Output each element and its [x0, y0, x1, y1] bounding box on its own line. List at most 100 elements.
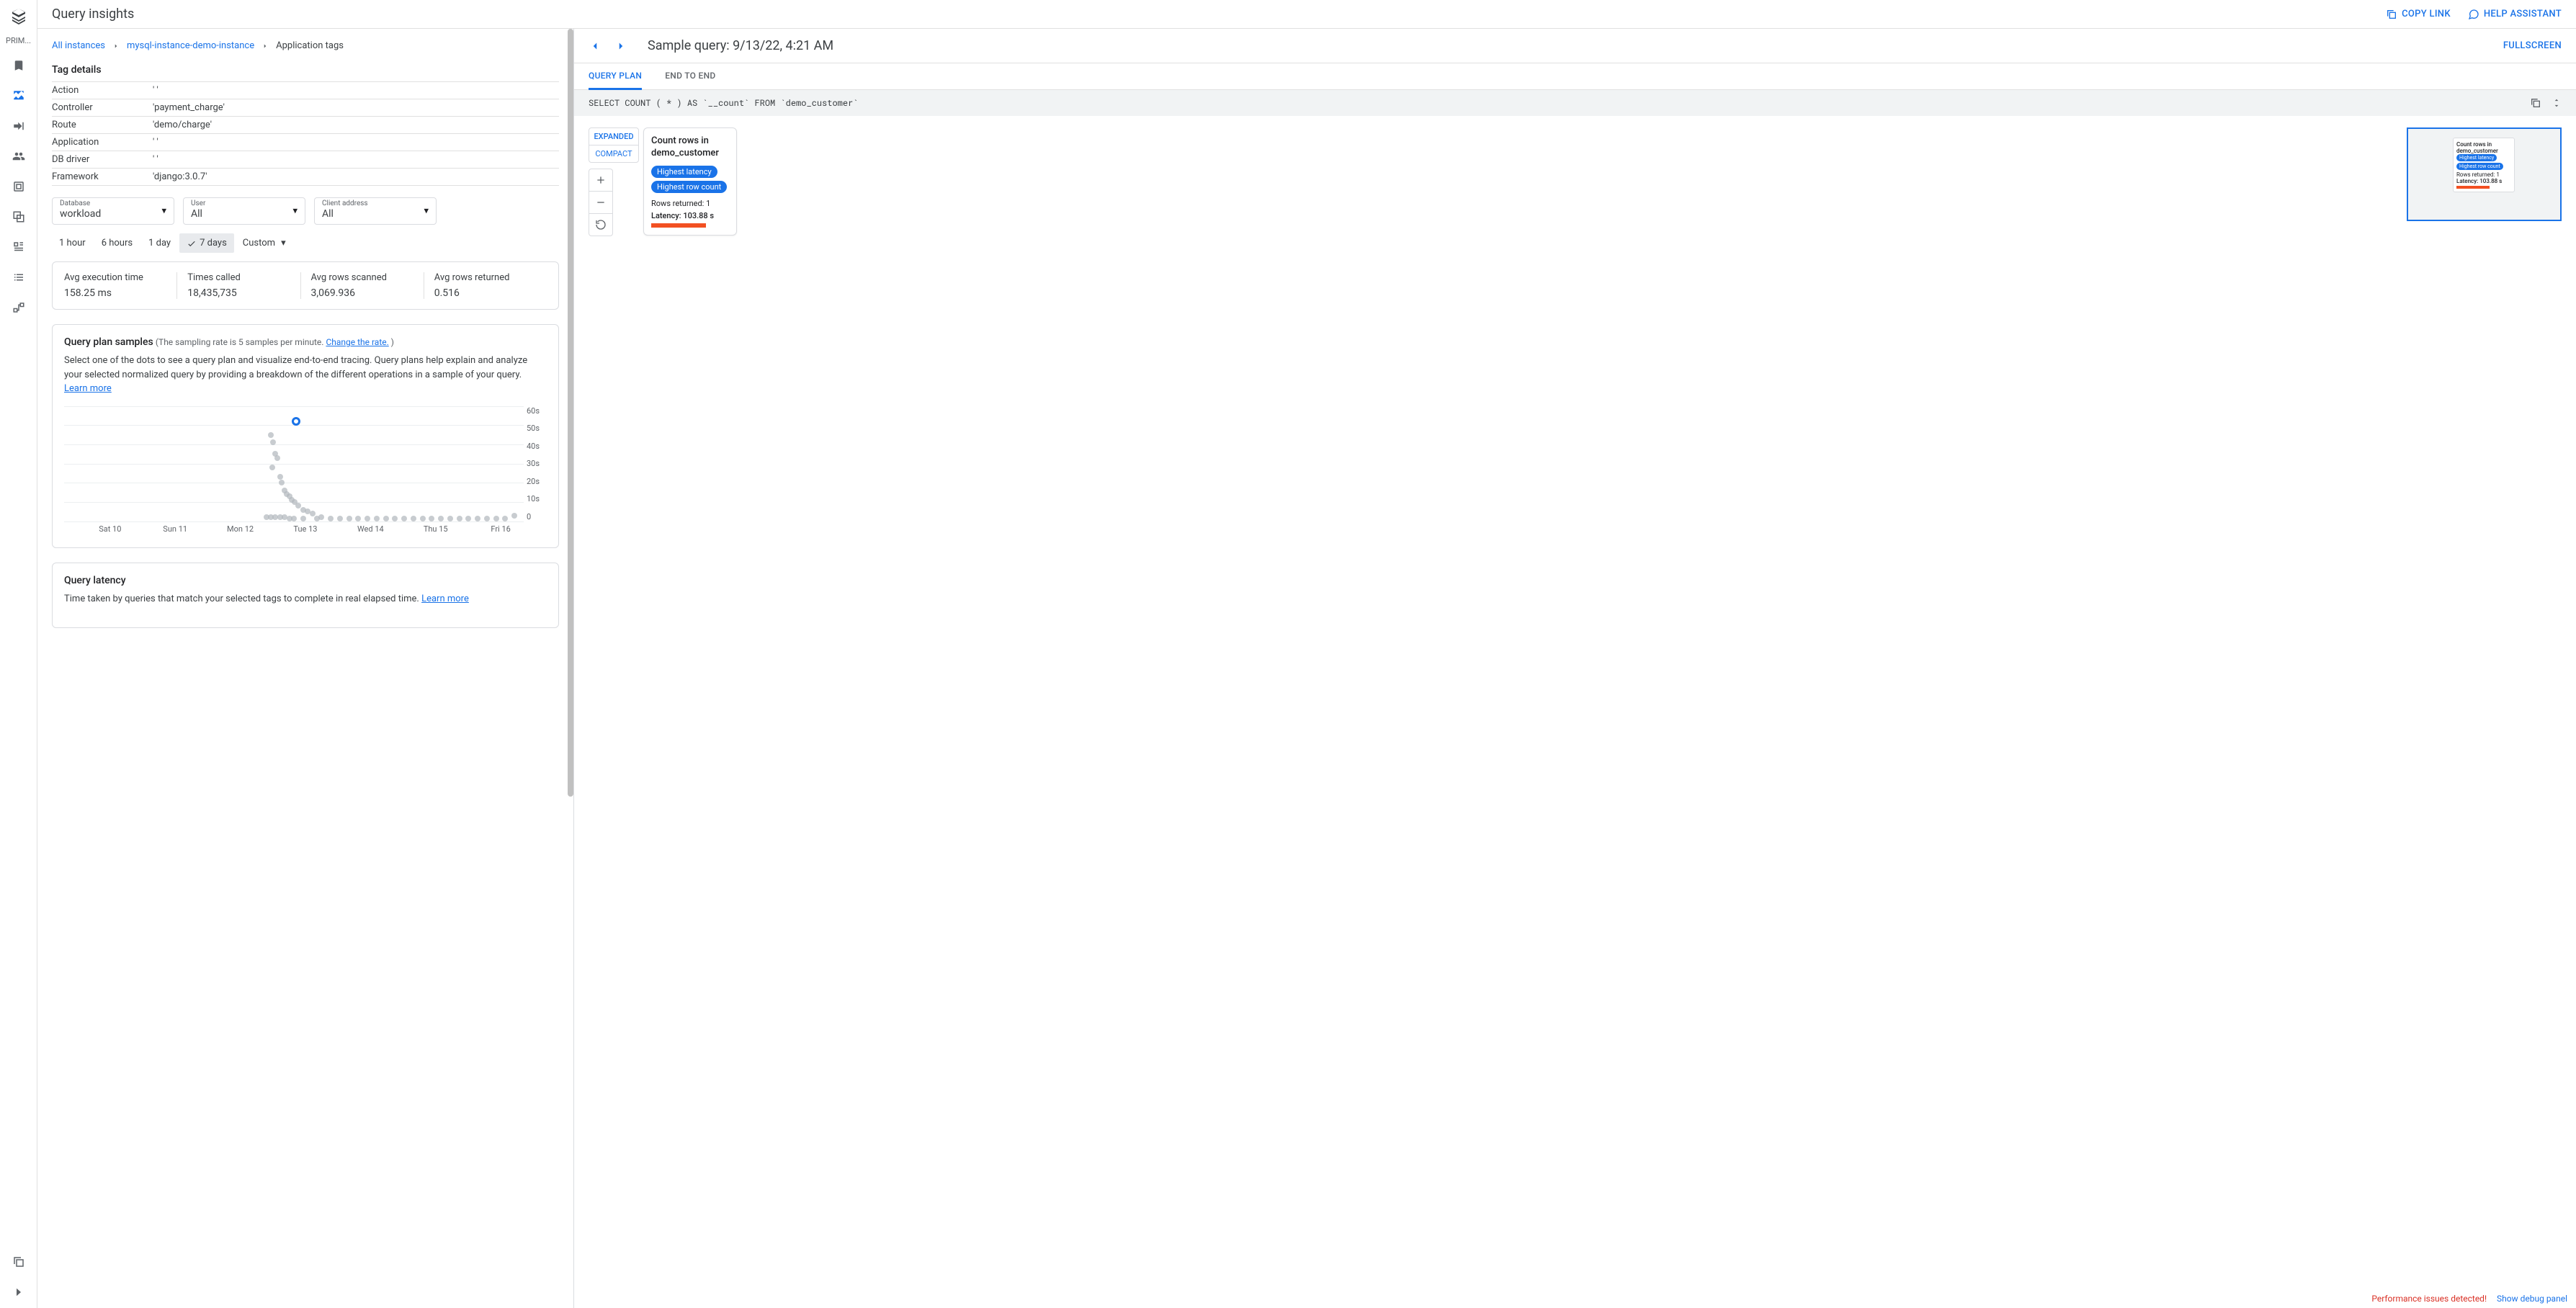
samples-scatter-chart[interactable]: 60s50s40s30s20s10s0 Sat 10Sun 11Mon 12Tu… [64, 406, 547, 536]
compact-mode-button[interactable]: COMPACT [589, 145, 638, 162]
scatter-point[interactable] [465, 516, 471, 521]
nav-copy-icon[interactable] [4, 1247, 33, 1276]
tab-query-plan[interactable]: QUERY PLAN [589, 63, 642, 90]
badge-highest-latency: Highest latency [651, 166, 717, 178]
scatter-point[interactable] [457, 516, 462, 521]
user-select[interactable]: User All ▾ [183, 197, 305, 225]
x-tick-label: Thu 15 [424, 524, 448, 534]
time-range-row: 1 hour6 hours1 day7 daysCustom▾ [52, 233, 559, 253]
scatter-point[interactable] [438, 516, 444, 521]
scatter-point[interactable] [411, 516, 416, 521]
scatter-point[interactable] [429, 516, 434, 521]
tag-key: Controller [52, 99, 153, 117]
nav-bookmark-icon[interactable] [4, 51, 33, 80]
chevron-right-icon [261, 42, 269, 50]
scatter-point[interactable] [447, 516, 453, 521]
nav-replica-icon[interactable] [4, 202, 33, 231]
plan-node[interactable]: Count rows in demo_customer Highest late… [643, 127, 737, 236]
scatter-point[interactable] [277, 474, 283, 480]
client-select[interactable]: Client address All ▾ [314, 197, 437, 225]
scatter-point[interactable] [383, 516, 389, 521]
tab-end-to-end[interactable]: END TO END [665, 63, 715, 89]
scatter-point[interactable] [365, 516, 370, 521]
scatter-point[interactable] [268, 432, 274, 438]
x-tick-label: Sat 10 [99, 524, 121, 534]
scatter-point[interactable] [401, 516, 407, 521]
scatter-point[interactable] [291, 516, 297, 521]
scatter-point[interactable] [392, 516, 398, 521]
prev-sample-button[interactable] [589, 40, 601, 53]
time-range-button[interactable]: Custom▾ [236, 233, 293, 253]
scatter-point[interactable] [337, 516, 343, 521]
query-latency-panel: Query latency Time taken by queries that… [52, 563, 559, 629]
x-tick-label: Fri 16 [491, 524, 510, 534]
scatter-point[interactable] [374, 516, 380, 521]
scatter-point[interactable] [420, 516, 426, 521]
nav-list-icon[interactable] [4, 263, 33, 292]
y-tick-label: 0 [527, 512, 547, 521]
help-assistant-button[interactable]: HELP ASSISTANT [2468, 9, 2562, 20]
copy-query-icon[interactable] [2530, 97, 2541, 109]
badge-highest-row-count: Highest row count [651, 181, 727, 193]
scrollbar[interactable] [568, 29, 573, 797]
breadcrumb-root[interactable]: All instances [52, 40, 105, 51]
nav-backup-icon[interactable] [4, 172, 33, 201]
nav-operations-icon[interactable] [4, 233, 33, 261]
scatter-point[interactable] [355, 516, 361, 521]
learn-more-link[interactable]: Learn more [64, 383, 112, 394]
time-range-button[interactable]: 1 day [141, 233, 178, 253]
fullscreen-button[interactable]: FULLSCREEN [2503, 40, 2562, 51]
stat-item: Avg rows returned0.516 [424, 272, 547, 299]
learn-more-link[interactable]: Learn more [421, 593, 469, 604]
scatter-point[interactable] [475, 516, 480, 521]
breadcrumb-instance[interactable]: mysql-instance-demo-instance [127, 40, 254, 51]
scatter-point[interactable] [328, 516, 334, 521]
zoom-reset-button[interactable] [589, 214, 612, 236]
product-logo-icon [10, 7, 27, 24]
tag-row: Action' ' [52, 82, 559, 99]
time-range-button[interactable]: 1 hour [52, 233, 93, 253]
scatter-point-selected[interactable] [292, 417, 300, 426]
zoom-in-button[interactable] [589, 169, 612, 191]
scatter-point[interactable] [300, 516, 306, 521]
time-range-button[interactable]: 7 days [179, 233, 234, 253]
nav-expand-icon[interactable] [4, 1278, 33, 1307]
scatter-point[interactable] [484, 516, 490, 521]
scatter-point[interactable] [346, 516, 352, 521]
scatter-point[interactable] [502, 516, 508, 521]
tag-key: Route [52, 117, 153, 134]
scatter-point[interactable] [274, 455, 280, 461]
samples-heading: Query plan samples [64, 336, 153, 348]
scatter-point[interactable] [270, 439, 276, 445]
expanded-mode-button[interactable]: EXPANDED [589, 128, 638, 145]
scatter-point[interactable] [279, 480, 285, 485]
stat-value: 18,435,735 [187, 287, 290, 299]
sidebar: PRIM... [0, 0, 37, 1308]
time-range-button[interactable]: 6 hours [94, 233, 140, 253]
change-rate-link[interactable]: Change the rate. [326, 337, 388, 347]
nav-insights-icon[interactable] [4, 81, 33, 110]
nav-users-icon[interactable] [4, 142, 33, 171]
stat-label: Avg execution time [64, 272, 166, 283]
nav-connections-icon[interactable] [4, 293, 33, 322]
query-plan-samples-panel: Query plan samples (The sampling rate is… [52, 324, 559, 548]
nav-import-icon[interactable] [4, 112, 33, 140]
expand-query-icon[interactable] [2552, 97, 2562, 109]
scatter-point[interactable] [493, 516, 499, 521]
tag-row: DB driver' ' [52, 151, 559, 169]
database-select[interactable]: Database workload ▾ [52, 197, 174, 225]
latency-heading: Query latency [64, 575, 547, 586]
minimap[interactable]: Count rows in demo_customer Highest late… [2407, 127, 2562, 221]
page-title: Query insights [52, 6, 134, 22]
copy-link-button[interactable]: COPY LINK [2386, 9, 2451, 20]
zoom-controls [589, 169, 613, 236]
scatter-point[interactable] [269, 465, 275, 470]
show-debug-link[interactable]: Show debug panel [2497, 1294, 2567, 1304]
tag-key: Application [52, 134, 153, 151]
plan-node-title: Count rows in demo_customer [651, 135, 729, 160]
zoom-out-button[interactable] [589, 192, 612, 213]
scatter-point[interactable] [314, 516, 320, 521]
right-panel: Sample query: 9/13/22, 4:21 AM FULLSCREE… [574, 29, 2576, 1308]
next-sample-button[interactable] [614, 40, 627, 53]
scatter-point[interactable] [511, 513, 517, 519]
